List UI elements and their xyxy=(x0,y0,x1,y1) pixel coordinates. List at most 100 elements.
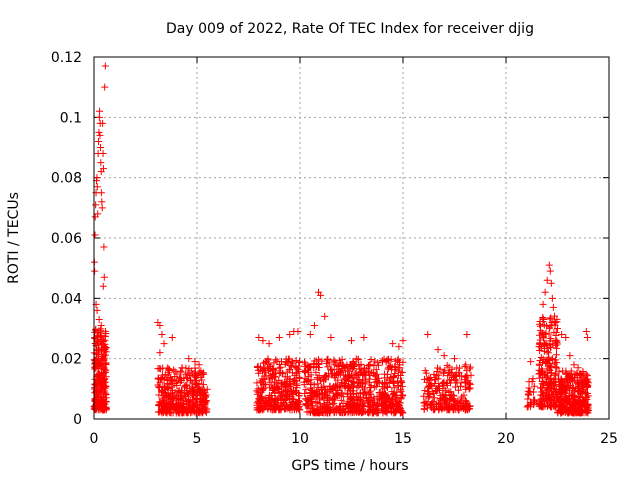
data-point xyxy=(192,372,200,380)
data-point xyxy=(581,388,589,396)
data-point xyxy=(369,400,377,408)
data-point xyxy=(95,137,103,145)
data-point xyxy=(293,369,301,377)
data-point xyxy=(102,391,110,399)
data-point xyxy=(560,399,568,407)
data-point xyxy=(431,405,439,413)
data-point xyxy=(201,389,209,397)
x-tick-label: 0 xyxy=(90,431,99,447)
data-point xyxy=(549,303,557,311)
data-point xyxy=(548,355,556,363)
data-point xyxy=(383,403,391,411)
data-point xyxy=(433,371,441,379)
data-point xyxy=(398,408,406,416)
data-point xyxy=(178,406,186,414)
data-point xyxy=(373,378,381,386)
data-point xyxy=(173,404,181,412)
tick-labels: 0 5 10 15 20 25 0 0.02 0.04 0.06 0.08 0.1 0.12 xyxy=(51,50,618,447)
data-point xyxy=(453,364,461,372)
data-point xyxy=(331,396,339,404)
data-point xyxy=(101,62,109,70)
data-point xyxy=(355,379,363,387)
data-point xyxy=(566,352,574,360)
data-point xyxy=(420,399,428,407)
data-point xyxy=(287,392,295,400)
data-point xyxy=(462,361,470,369)
data-point xyxy=(97,329,105,337)
data-point xyxy=(317,291,325,299)
data-point xyxy=(154,383,162,391)
data-point xyxy=(339,379,347,387)
data-point xyxy=(451,400,459,408)
data-point xyxy=(329,389,337,397)
data-point xyxy=(451,383,459,391)
data-point xyxy=(277,358,285,366)
data-point xyxy=(100,405,108,413)
data-point xyxy=(322,359,330,367)
data-point xyxy=(367,382,375,390)
data-point xyxy=(91,267,99,275)
data-point xyxy=(553,364,561,372)
data-point xyxy=(390,389,398,397)
data-point xyxy=(530,388,538,396)
data-point xyxy=(381,389,389,397)
data-point xyxy=(537,384,545,392)
data-point xyxy=(527,358,535,366)
data-point xyxy=(301,368,309,376)
x-tick-label: 20 xyxy=(497,431,515,447)
data-point xyxy=(192,391,200,399)
data-point xyxy=(435,404,443,412)
data-point xyxy=(345,367,353,375)
data-point xyxy=(461,379,469,387)
data-point xyxy=(187,409,195,417)
data-point xyxy=(99,401,107,409)
data-point xyxy=(568,391,576,399)
data-point xyxy=(158,331,166,339)
data-point xyxy=(583,372,591,380)
data-point xyxy=(343,389,351,397)
data-point xyxy=(98,198,106,206)
data-point xyxy=(540,334,548,342)
data-point xyxy=(440,397,448,405)
data-point xyxy=(429,398,437,406)
data-point xyxy=(305,404,313,412)
x-tick-label: 10 xyxy=(291,431,309,447)
data-point xyxy=(96,131,104,139)
data-point xyxy=(366,360,374,368)
data-point xyxy=(199,381,207,389)
data-point xyxy=(201,399,209,407)
data-point xyxy=(260,372,268,380)
data-point xyxy=(178,387,186,395)
data-point xyxy=(321,409,329,417)
data-point xyxy=(167,409,175,417)
data-point xyxy=(281,373,289,381)
data-point xyxy=(97,144,105,151)
data-point xyxy=(582,389,590,397)
data-point xyxy=(98,368,106,376)
data-point xyxy=(396,377,404,385)
data-point xyxy=(577,378,585,386)
data-point xyxy=(275,364,283,372)
data-point xyxy=(352,404,360,412)
data-point xyxy=(357,365,365,373)
data-point xyxy=(182,397,190,405)
data-point xyxy=(368,368,376,376)
data-point xyxy=(102,383,110,391)
data-point xyxy=(573,379,581,387)
data-point xyxy=(182,370,190,378)
data-point xyxy=(542,329,550,337)
data-point xyxy=(307,379,315,387)
data-point xyxy=(558,379,566,387)
data-point xyxy=(544,385,552,393)
data-point xyxy=(365,367,373,375)
data-point xyxy=(339,362,347,370)
data-point xyxy=(370,383,378,391)
data-point xyxy=(536,356,544,364)
data-point xyxy=(447,376,455,384)
data-point xyxy=(177,394,185,402)
data-point xyxy=(317,385,325,393)
data-point xyxy=(370,362,378,370)
data-point xyxy=(288,357,296,365)
data-point xyxy=(313,405,321,413)
data-point xyxy=(320,374,328,382)
